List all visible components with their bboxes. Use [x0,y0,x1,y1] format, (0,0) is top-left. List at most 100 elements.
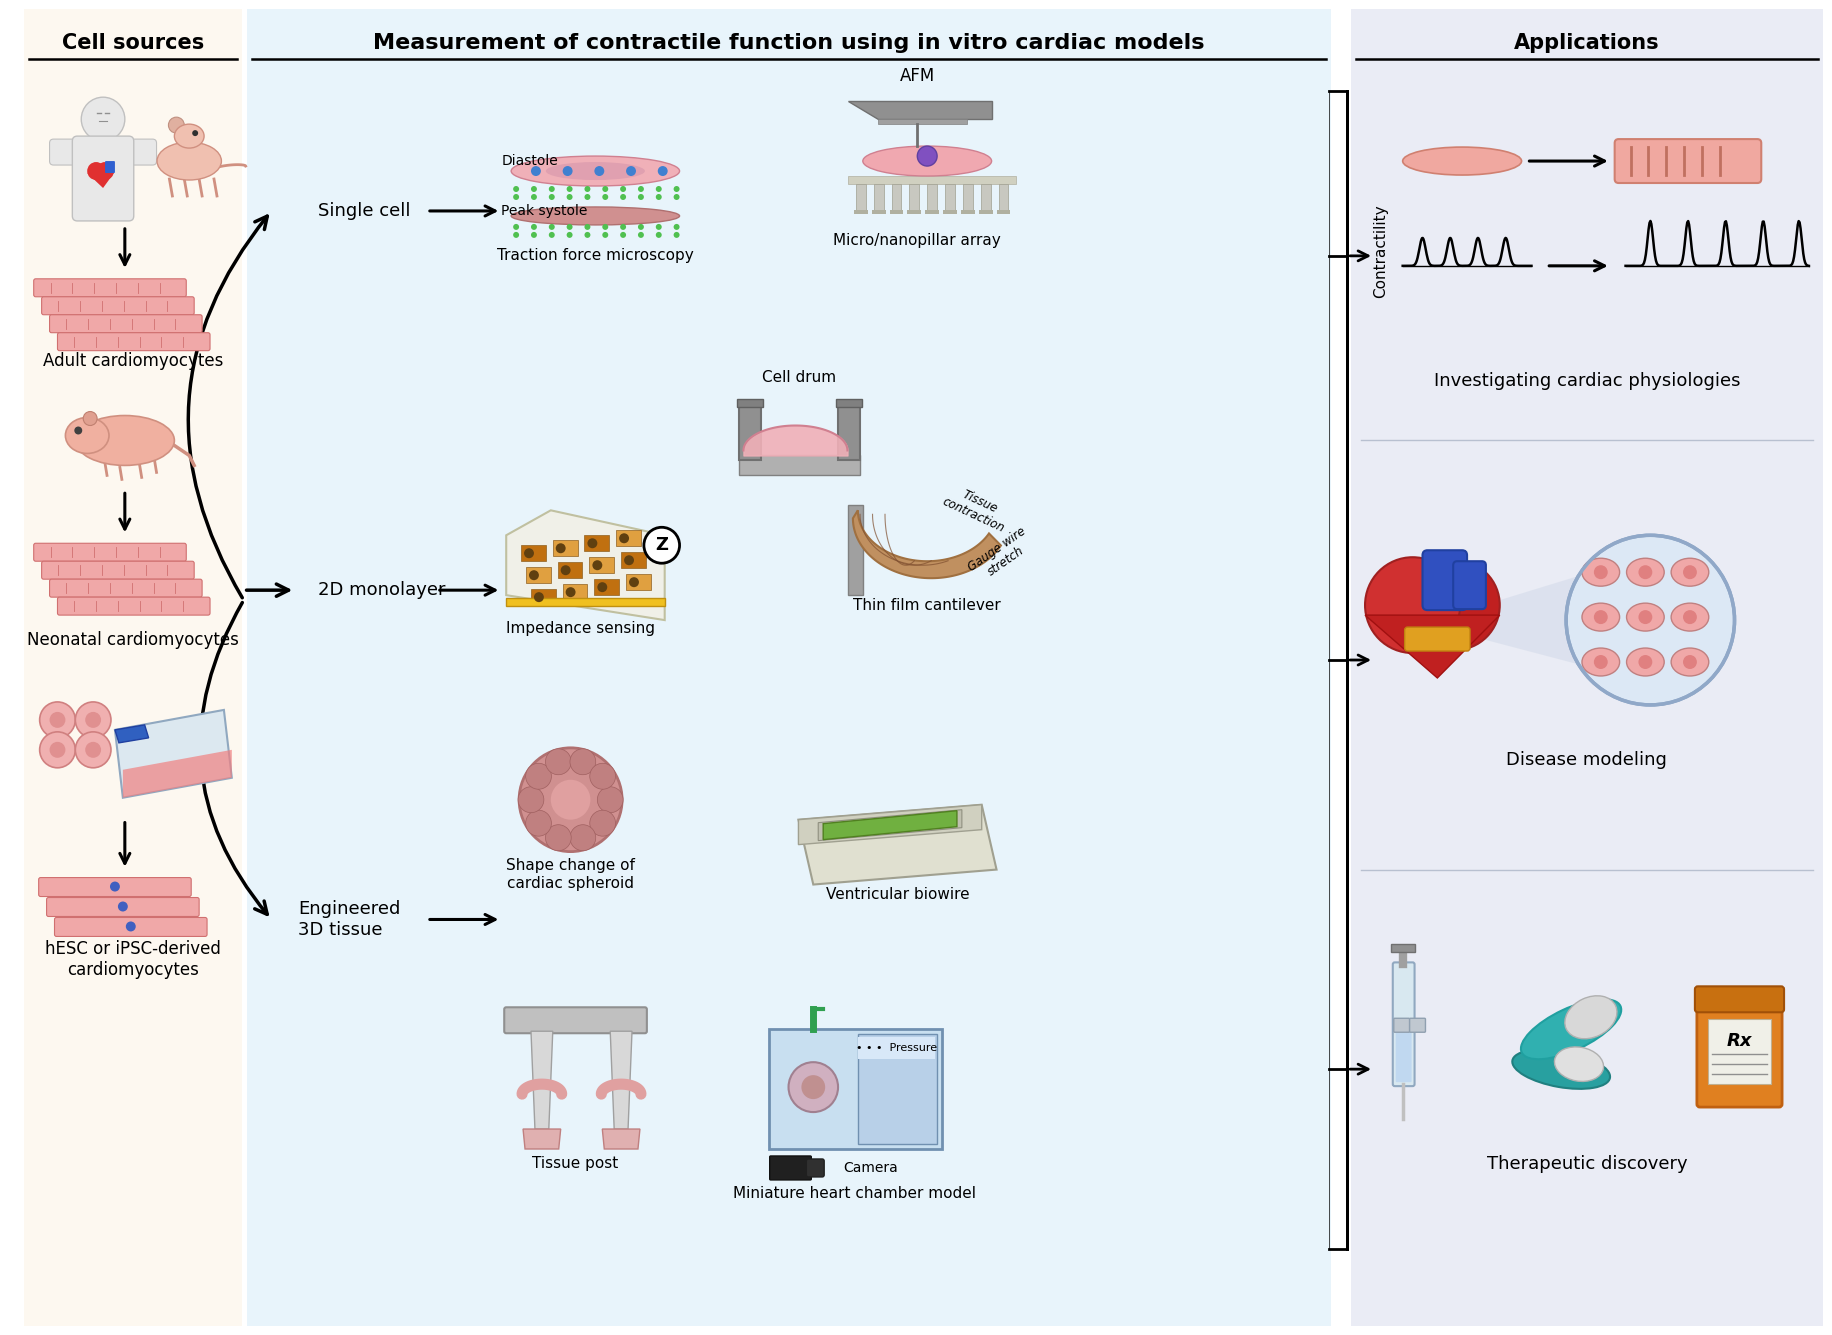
Circle shape [658,166,667,176]
Circle shape [656,194,661,200]
Text: • • •  Pressure: • • • Pressure [856,1043,936,1053]
Circle shape [584,232,590,238]
FancyBboxPatch shape [24,9,242,1326]
Circle shape [674,224,680,230]
Circle shape [566,224,573,230]
Polygon shape [819,810,962,841]
Bar [553,541,577,557]
Circle shape [75,426,82,434]
Circle shape [625,555,634,565]
Circle shape [95,162,114,180]
FancyBboxPatch shape [33,279,187,296]
FancyBboxPatch shape [42,561,194,579]
Ellipse shape [1671,558,1709,586]
Circle shape [590,810,616,836]
Ellipse shape [546,162,645,180]
Bar [927,184,938,212]
Circle shape [513,194,518,200]
FancyBboxPatch shape [125,139,156,166]
Text: Cell sources: Cell sources [62,33,203,53]
Bar [854,210,868,214]
Circle shape [546,825,572,850]
Circle shape [513,232,518,238]
Polygon shape [115,710,233,798]
Circle shape [801,1075,824,1099]
FancyBboxPatch shape [1695,987,1784,1012]
FancyArrowPatch shape [189,216,267,598]
Text: Investigating cardiac physiologies: Investigating cardiac physiologies [1434,371,1740,390]
Circle shape [584,194,590,200]
Circle shape [551,780,590,820]
Ellipse shape [1627,603,1663,631]
Text: Disease modeling: Disease modeling [1506,750,1667,769]
Text: Therapeutic discovery: Therapeutic discovery [1486,1155,1687,1173]
Text: Single cell: Single cell [319,202,410,220]
Circle shape [40,702,75,738]
Polygon shape [115,725,148,742]
FancyBboxPatch shape [57,332,211,351]
Circle shape [638,224,643,230]
Circle shape [81,97,125,142]
Ellipse shape [75,415,174,466]
Bar [590,557,614,573]
Circle shape [531,186,537,192]
Bar [531,589,555,605]
Text: AFM: AFM [900,67,934,85]
FancyBboxPatch shape [1696,1001,1783,1107]
Text: Peak systole: Peak systole [502,204,588,218]
FancyBboxPatch shape [46,897,200,917]
Circle shape [117,901,128,912]
Ellipse shape [66,418,108,454]
Circle shape [1684,655,1696,669]
Text: Tissue post: Tissue post [533,1156,619,1172]
Bar [627,574,650,590]
FancyBboxPatch shape [504,1008,647,1033]
FancyBboxPatch shape [71,136,134,220]
Ellipse shape [1565,996,1618,1039]
Ellipse shape [511,207,680,224]
Circle shape [619,232,627,238]
Text: Miniature heart chamber model: Miniature heart chamber model [733,1187,976,1202]
Ellipse shape [1521,1000,1621,1059]
FancyBboxPatch shape [1422,550,1467,610]
Circle shape [518,748,623,852]
Circle shape [524,549,533,558]
Polygon shape [531,1031,553,1129]
Circle shape [584,186,590,192]
Circle shape [529,570,539,581]
Circle shape [1638,610,1652,623]
Circle shape [674,232,680,238]
FancyBboxPatch shape [57,597,211,615]
Circle shape [619,186,627,192]
Ellipse shape [1583,558,1619,586]
Text: Traction force microscopy: Traction force microscopy [496,248,694,263]
Circle shape [49,742,66,758]
Circle shape [918,146,938,166]
Polygon shape [610,1031,632,1129]
Circle shape [656,224,661,230]
FancyBboxPatch shape [806,1159,824,1177]
Bar [907,210,921,214]
Bar [837,400,859,461]
Circle shape [531,224,537,230]
Circle shape [566,194,573,200]
Ellipse shape [1583,603,1619,631]
Text: Engineered
3D tissue: Engineered 3D tissue [299,900,401,939]
Bar [925,210,940,214]
Polygon shape [1365,615,1500,678]
Circle shape [1411,561,1500,650]
Bar [909,184,920,212]
Text: Neonatal cardiomyocytes: Neonatal cardiomyocytes [27,631,238,649]
FancyBboxPatch shape [49,315,202,332]
Circle shape [550,224,555,230]
Polygon shape [799,805,982,845]
Bar [997,210,1011,214]
Circle shape [674,186,680,192]
Circle shape [531,166,540,176]
Circle shape [88,162,104,180]
Ellipse shape [174,124,203,148]
Bar [890,210,903,214]
FancyBboxPatch shape [1405,627,1469,651]
FancyBboxPatch shape [857,1037,934,1059]
Circle shape [126,921,136,932]
